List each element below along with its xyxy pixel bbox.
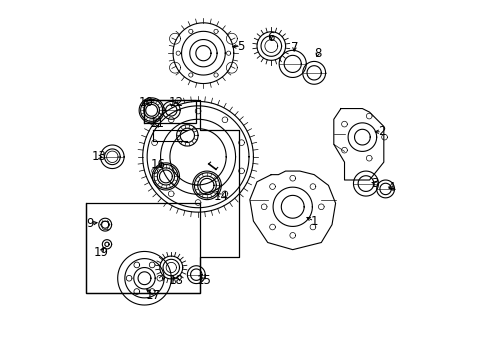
Text: 16: 16 xyxy=(150,158,165,171)
Text: 3: 3 xyxy=(370,177,378,190)
Text: 17: 17 xyxy=(145,288,161,302)
Bar xyxy=(85,203,200,293)
Text: 10: 10 xyxy=(139,96,153,109)
Text: 1: 1 xyxy=(310,215,317,228)
Text: 19: 19 xyxy=(93,246,108,258)
Text: 9: 9 xyxy=(86,217,94,230)
Text: 8: 8 xyxy=(313,47,321,60)
Text: 5: 5 xyxy=(237,40,244,53)
Text: 7: 7 xyxy=(290,41,298,54)
Text: 18: 18 xyxy=(168,274,183,287)
Text: 11: 11 xyxy=(149,117,164,130)
Text: 2: 2 xyxy=(378,125,385,138)
Text: 13: 13 xyxy=(91,150,106,163)
Text: 14: 14 xyxy=(213,190,228,203)
Text: 12: 12 xyxy=(168,96,183,109)
Text: 4: 4 xyxy=(386,181,394,194)
Text: 6: 6 xyxy=(267,31,274,44)
Text: 15: 15 xyxy=(197,274,211,287)
Bar xyxy=(144,100,196,123)
